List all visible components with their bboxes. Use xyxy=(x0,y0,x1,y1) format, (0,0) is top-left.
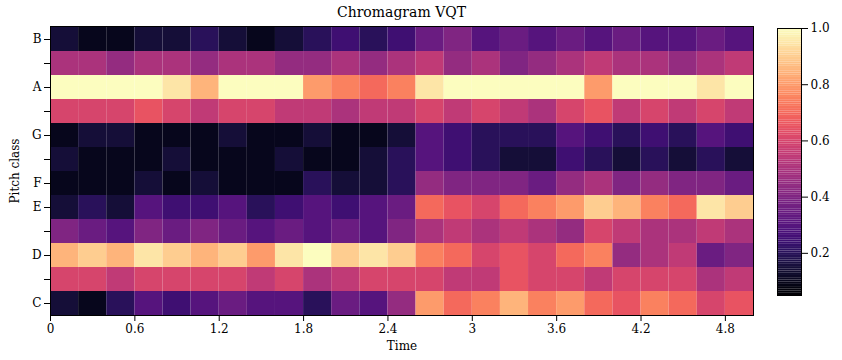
svg-text:3.6: 3.6 xyxy=(547,322,566,336)
svg-text:0.8: 0.8 xyxy=(811,78,830,92)
svg-text:0.2: 0.2 xyxy=(811,246,830,260)
svg-text:4.8: 4.8 xyxy=(716,322,735,336)
svg-text:1.8: 1.8 xyxy=(294,322,313,336)
svg-text:1.0: 1.0 xyxy=(811,21,830,35)
svg-text:E: E xyxy=(33,200,42,214)
svg-text:Time: Time xyxy=(387,339,417,353)
svg-text:0: 0 xyxy=(47,322,55,336)
svg-text:0.6: 0.6 xyxy=(811,134,830,148)
svg-text:G: G xyxy=(32,128,42,142)
svg-text:D: D xyxy=(32,248,42,262)
svg-text:F: F xyxy=(33,176,41,190)
svg-text:0.4: 0.4 xyxy=(811,190,830,204)
svg-text:3: 3 xyxy=(468,322,476,336)
svg-text:0.6: 0.6 xyxy=(125,322,144,336)
html-text:Chromagram VQT: Chromagram VQT xyxy=(336,4,467,20)
svg-text:A: A xyxy=(32,80,42,94)
svg-text:B: B xyxy=(33,32,42,46)
svg-text:4.2: 4.2 xyxy=(631,322,650,336)
svg-text:Pitch class: Pitch class xyxy=(8,138,22,203)
svg-text:2.4: 2.4 xyxy=(378,322,397,336)
svg-text:C: C xyxy=(32,296,41,310)
svg-text:1.2: 1.2 xyxy=(210,322,229,336)
